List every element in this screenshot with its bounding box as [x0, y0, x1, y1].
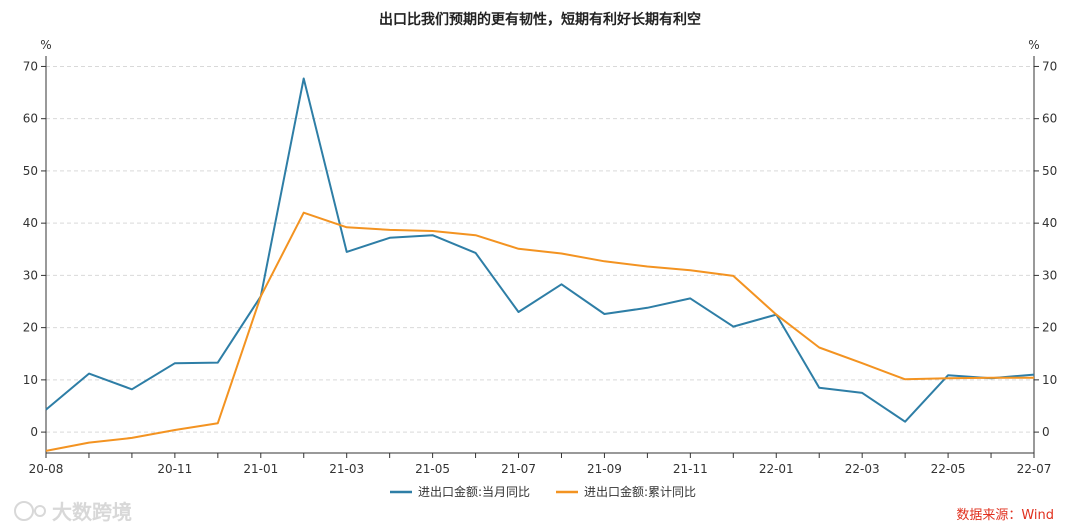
chart-title: 出口比我们预期的更有韧性，短期有利好长期有利空 — [379, 11, 701, 28]
left-y-tick-label: 60 — [23, 112, 38, 126]
x-tick-label: 21-03 — [329, 462, 364, 476]
legend-label-2: 进出口金额:累计同比 — [584, 484, 696, 499]
x-tick-label: 22-05 — [931, 462, 966, 476]
x-tick-label: 22-07 — [1017, 462, 1052, 476]
x-tick-label: 21-09 — [587, 462, 622, 476]
series-lines — [45, 77, 1035, 452]
axes: 0 0 10 10 20 20 30 30 40 40 50 50 60 60 70 70 20-08 20-11… — [23, 56, 1057, 476]
x-tick-label: 21-11 — [673, 462, 708, 476]
right-y-tick-label: 50 — [1042, 164, 1057, 178]
left-y-tick-label: 30 — [23, 268, 38, 282]
left-y-tick-label: 70 — [23, 59, 38, 73]
right-y-tick-label: 70 — [1042, 59, 1057, 73]
x-tick-label: 21-05 — [415, 462, 450, 476]
right-axis-unit: % — [1028, 38, 1039, 52]
legend[interactable]: 进出口金额:当月同比 进出口金额:累计同比 — [390, 484, 696, 499]
left-y-tick-label: 50 — [23, 164, 38, 178]
legend-label-1: 进出口金额:当月同比 — [418, 484, 530, 499]
x-tick-label: 20-11 — [157, 462, 192, 476]
series-line-2 — [45, 211, 1034, 452]
left-y-tick-label: 20 — [23, 321, 38, 335]
right-y-tick-label: 30 — [1042, 268, 1057, 282]
x-tick-label: 20-08 — [29, 462, 64, 476]
x-tick-label: 21-07 — [501, 462, 536, 476]
right-y-tick-label: 40 — [1042, 216, 1057, 230]
right-y-tick-label: 10 — [1042, 373, 1057, 387]
x-tick-label: 22-01 — [759, 462, 794, 476]
data-source: 数据来源：Wind — [956, 508, 1054, 523]
left-y-tick-label: 0 — [30, 425, 38, 439]
left-axis-unit: % — [40, 38, 51, 52]
left-y-tick-label: 10 — [23, 373, 38, 387]
right-y-tick-label: 60 — [1042, 112, 1057, 126]
grid-lines — [46, 65, 1034, 433]
right-y-tick-label: 0 — [1042, 425, 1050, 439]
x-tick-label: 21-01 — [243, 462, 278, 476]
watermark-text: 大数跨境 — [52, 500, 132, 524]
series-line-1 — [45, 77, 1035, 423]
watermark-dot-icon — [34, 505, 46, 517]
watermark-logo: 大数跨境 — [14, 500, 132, 524]
watermark-circle-icon — [14, 501, 34, 521]
right-y-tick-label: 20 — [1042, 321, 1057, 335]
left-y-tick-label: 40 — [23, 216, 38, 230]
x-tick-label: 22-03 — [845, 462, 880, 476]
